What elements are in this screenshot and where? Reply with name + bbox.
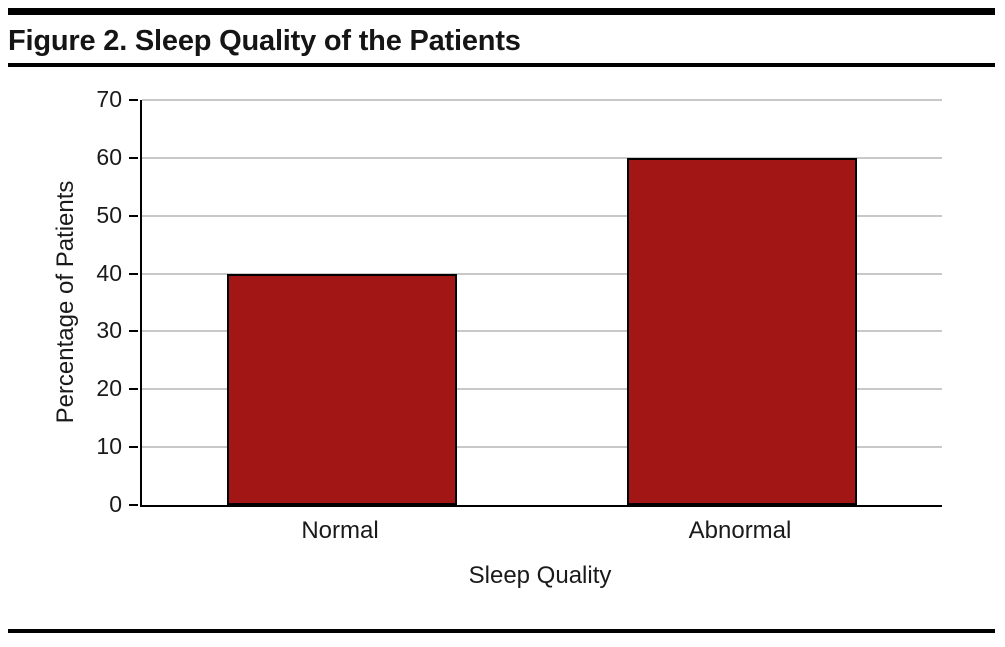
y-tick-mark-10	[129, 446, 138, 449]
y-tick-label-40: 40	[96, 259, 122, 286]
y-tick-mark-70	[129, 99, 138, 101]
gridline-40	[142, 272, 942, 275]
bar-normal	[227, 273, 457, 505]
y-tick-label-20: 20	[96, 375, 122, 402]
y-tick-mark-50	[129, 214, 138, 217]
gridline-30	[142, 330, 942, 333]
gridline-60	[142, 156, 942, 159]
y-tick-mark-60	[129, 156, 138, 159]
y-tick-mark-0	[129, 504, 138, 506]
y-tick-label-60: 60	[96, 143, 122, 170]
y-tick-label-70: 70	[96, 86, 122, 112]
title-rule	[8, 63, 995, 67]
gridline-70	[142, 99, 942, 101]
y-tick-label-0: 0	[109, 491, 122, 517]
x-axis-title: Sleep Quality	[468, 562, 612, 589]
y-tick-mark-40	[129, 272, 138, 275]
x-category-label-normal: Normal	[301, 517, 379, 544]
bottom-rule	[8, 629, 995, 633]
bar-abnormal	[627, 157, 857, 505]
y-tick-label-50: 50	[96, 201, 122, 228]
top-rule	[8, 8, 995, 15]
x-category-label-abnormal: Abnormal	[688, 517, 792, 544]
y-tick-mark-20	[129, 388, 138, 391]
gridline-50	[142, 214, 942, 217]
y-tick-mark-30	[129, 330, 138, 333]
plot-area	[140, 99, 942, 507]
gridline-10	[142, 446, 942, 449]
figure-title: Figure 2. Sleep Quality of the Patients	[8, 25, 521, 57]
y-tick-label-10: 10	[96, 433, 122, 460]
gridline-20	[142, 388, 942, 391]
y-tick-label-30: 30	[96, 317, 122, 344]
